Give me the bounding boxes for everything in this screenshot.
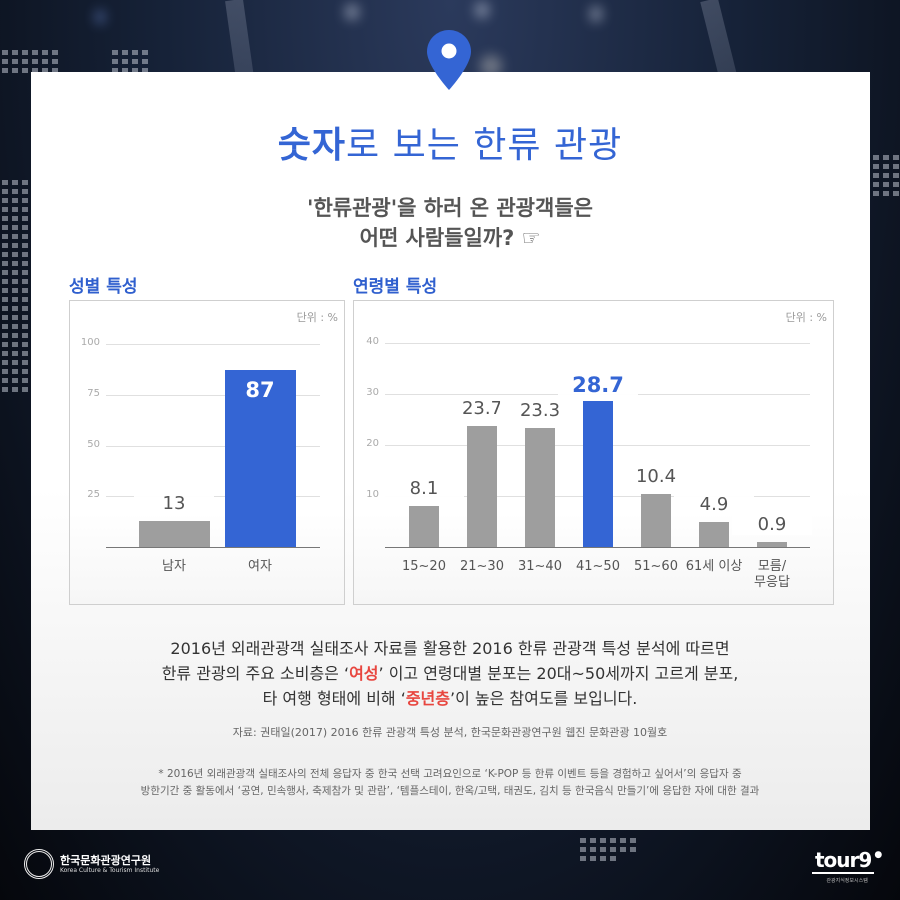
bar-value-label: 4.9 bbox=[674, 494, 754, 515]
summary-line-1: 2016년 외래관광객 실태조사 자료를 활용한 2016 한류 관광객 특성 … bbox=[170, 639, 730, 658]
gridline bbox=[106, 344, 320, 345]
gender-chart-panel: 단위 : % bbox=[69, 300, 345, 605]
bar bbox=[138, 520, 210, 547]
kcti-english-name: Korea Culture & Tourism Institute bbox=[60, 867, 160, 874]
bar bbox=[467, 426, 497, 547]
bar-value-label: 28.7 bbox=[558, 372, 638, 397]
bar bbox=[641, 493, 671, 547]
y-tick-label: 50 bbox=[87, 438, 100, 450]
background-light bbox=[480, 55, 502, 77]
highlight-female: 여성 bbox=[349, 664, 379, 683]
bar-value-label: 10.4 bbox=[616, 465, 696, 487]
x-category-label: 31~40 bbox=[518, 559, 562, 574]
decorative-dots bbox=[2, 50, 58, 73]
bar bbox=[757, 542, 787, 547]
y-tick-label: 10 bbox=[366, 489, 379, 500]
gridline bbox=[385, 343, 810, 344]
summary-text-segment: 한류 관광의 주요 소비층은 ‘ bbox=[161, 664, 350, 683]
kcti-name: 한국문화관광연구원 bbox=[60, 854, 152, 867]
x-axis-line bbox=[106, 547, 320, 548]
bar-value-label: 0.9 bbox=[732, 514, 812, 536]
y-tick-label: 75 bbox=[87, 387, 100, 399]
gridline bbox=[106, 394, 320, 396]
bar-highlighted bbox=[224, 370, 296, 547]
x-category-label: 여자 bbox=[248, 559, 272, 574]
footnote-line-1: * 2016년 외래관광객 실태조사의 전체 응답자 중 한국 선택 고려요인으… bbox=[158, 768, 742, 780]
bar-value-label: 13 bbox=[134, 492, 214, 514]
background-light bbox=[345, 4, 359, 20]
title-bold: 숫자 bbox=[277, 125, 347, 166]
y-tick-label: 25 bbox=[87, 489, 100, 501]
summary-text-segment: ’이 높은 참여도를 보입니다. bbox=[450, 689, 638, 708]
x-category-label: 15~20 bbox=[402, 559, 446, 574]
summary-line-3: 타 여행 형태에 비해 ‘중년층’이 높은 참여도를 보입니다. bbox=[0, 686, 900, 711]
x-category-label: 61세 이상 bbox=[685, 559, 743, 574]
x-category-label: 51~60 bbox=[634, 559, 678, 574]
bar bbox=[525, 428, 555, 547]
bar-value-label: 23.3 bbox=[500, 400, 580, 422]
source-citation: 자료: 권태일(2017) 2016 한류 관광객 특성 분석, 한국문화관광연… bbox=[232, 726, 668, 739]
kcti-logo[interactable]: 한국문화관광연구원 Korea Culture & Tourism Instit… bbox=[24, 849, 159, 879]
summary-line-2: 한류 관광의 주요 소비층은 ‘여성’ 이고 연령대별 분포는 20대~50세까… bbox=[0, 661, 900, 686]
gridline bbox=[106, 445, 320, 447]
background-light bbox=[95, 10, 105, 24]
location-pin-icon bbox=[427, 30, 471, 90]
bar-highlighted bbox=[583, 400, 613, 547]
tour9-logo[interactable]: tour9 ● 관광지식정보시스템 bbox=[812, 848, 883, 884]
gender-section-label: 성별 특성 bbox=[69, 277, 138, 297]
highlight-middle-aged: 중년층 bbox=[405, 689, 450, 708]
x-category-label: 남자 bbox=[162, 559, 186, 574]
y-tick-label: 30 bbox=[366, 387, 379, 398]
bar bbox=[409, 505, 439, 547]
summary-text: 2016년 외래관광객 실태조사 자료를 활용한 2016 한류 관광객 특성 … bbox=[0, 636, 900, 711]
decorative-dots bbox=[2, 180, 28, 392]
bar-value-label: 8.1 bbox=[384, 477, 464, 499]
age-unit-label: 단위 : % bbox=[785, 311, 827, 324]
summary-text-segment: ’ 이고 연령대별 분포는 20대~50세까지 고르게 분포, bbox=[378, 664, 739, 683]
page-subtitle: '한류관광'을 하러 온 관광객들은 어떤 사람들일까? ☞ bbox=[0, 193, 900, 253]
tour9-subtitle: 관광지식정보시스템 bbox=[826, 878, 868, 884]
x-axis-line bbox=[385, 547, 810, 548]
tour9-pin-icon: ● bbox=[874, 850, 883, 860]
x-category-label: 모름/ 무응답 bbox=[754, 559, 790, 590]
bar bbox=[699, 522, 729, 547]
kcti-ring-icon bbox=[24, 849, 54, 879]
background-light bbox=[590, 6, 602, 22]
y-tick-label: 100 bbox=[80, 337, 100, 348]
page-title: 숫자로 보는 한류 관광 bbox=[0, 116, 900, 168]
summary-text-segment: 타 여행 형태에 비해 ‘ bbox=[262, 689, 406, 708]
y-tick-label: 20 bbox=[366, 438, 379, 449]
bar-value-label: 87 bbox=[245, 378, 275, 403]
footnote-line-2: 방한기간 중 활동에서 ‘공연, 민속행사, 축제참가 및 관람’, ‘템플스테… bbox=[140, 785, 760, 797]
x-category-label: 21~30 bbox=[460, 559, 504, 574]
decorative-dots bbox=[873, 155, 899, 196]
decorative-dots bbox=[112, 50, 148, 73]
title-rest: 로 보는 한류 관광 bbox=[346, 125, 623, 166]
tour9-wordmark: tour9 bbox=[812, 848, 875, 874]
decorative-dots bbox=[580, 838, 636, 861]
subtitle-line-2: 어떤 사람들일까? ☞ bbox=[359, 226, 541, 250]
gender-unit-label: 단위 : % bbox=[296, 311, 338, 324]
x-category-label: 41~50 bbox=[576, 559, 620, 574]
subtitle-line-1: '한류관광'을 하러 온 관광객들은 bbox=[307, 196, 593, 220]
age-section-label: 연령별 특성 bbox=[353, 277, 438, 297]
background-light bbox=[475, 2, 489, 18]
y-tick-label: 40 bbox=[366, 336, 379, 347]
footnote: * 2016년 외래관광객 실태조사의 전체 응답자 중 한국 선택 고려요인으… bbox=[0, 766, 900, 800]
